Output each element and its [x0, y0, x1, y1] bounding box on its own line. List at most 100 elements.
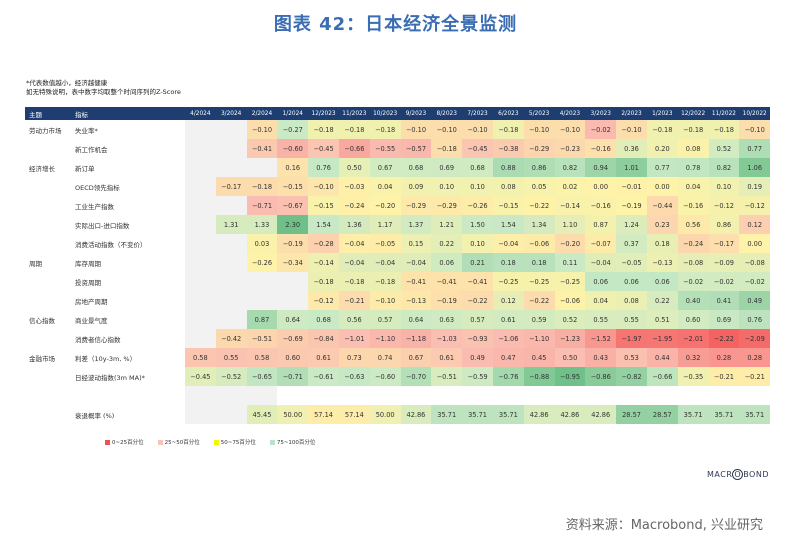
value-cell: 0.61 [308, 348, 339, 367]
blank-cell [524, 386, 555, 405]
value-cell: −0.70 [400, 367, 432, 386]
value-cell: 0.23 [646, 215, 678, 234]
value-cell: 0.04 [585, 291, 617, 310]
value-cell: −0.16 [585, 196, 617, 215]
value-cell: −0.18 [369, 120, 401, 139]
value-cell [277, 291, 309, 310]
value-cell: −0.10 [246, 120, 278, 139]
legend-swatch [105, 439, 110, 445]
value-cell: −0.10 [739, 120, 771, 139]
value-cell: −0.18 [492, 120, 524, 139]
value-cell: −0.10 [554, 120, 586, 139]
value-cell: −0.66 [338, 139, 370, 158]
value-cell [215, 310, 247, 329]
value-cell: 0.04 [677, 177, 709, 196]
value-cell: −0.17 [215, 177, 247, 196]
value-cell: −0.18 [646, 120, 678, 139]
value-cell: 28.57 [616, 405, 647, 424]
value-cell: 0.87 [246, 310, 278, 329]
value-cell: 0.55 [215, 348, 247, 367]
blank-cell [308, 386, 339, 405]
value-cell: −0.51 [246, 329, 278, 348]
value-cell: 0.08 [616, 291, 647, 310]
value-cell: −0.14 [308, 253, 339, 272]
value-cell: −0.42 [215, 329, 247, 348]
value-cell: 0.02 [554, 177, 586, 196]
value-cell: 50.00 [277, 405, 309, 424]
value-cell: −0.06 [523, 234, 555, 253]
value-cell: −0.02 [739, 272, 771, 291]
value-cell: −0.76 [492, 367, 524, 386]
value-cell: 0.08 [677, 139, 709, 158]
chart-title: 图表 42：日本经济全景监测 [273, 14, 518, 35]
value-cell [184, 405, 216, 424]
note-1: *代表数值越小，经济越健康 [26, 79, 108, 87]
value-cell: −1.23 [554, 329, 586, 348]
value-cell: −0.01 [616, 177, 647, 196]
blank-cell [585, 386, 616, 405]
value-cell: −0.02 [585, 120, 617, 139]
blank-cell [678, 386, 709, 405]
value-cell: 42.86 [523, 405, 555, 424]
value-cell: 0.11 [554, 253, 586, 272]
value-cell: 0.53 [616, 348, 647, 367]
header-date: 2/2023 [621, 110, 642, 117]
header-date: 11/2023 [342, 110, 367, 117]
header-date: 3/2023 [590, 110, 611, 117]
value-cell: 0.58 [184, 348, 216, 367]
value-cell: −0.04 [400, 253, 432, 272]
value-cell: −0.25 [523, 272, 555, 291]
value-cell: 1.36 [338, 215, 370, 234]
value-cell: −0.19 [431, 291, 463, 310]
value-cell: 0.64 [400, 310, 432, 329]
value-cell: −0.10 [523, 120, 555, 139]
monitor-table: 主题 指标 4/2024 3/2024 2/2024 1/2024 12/2023 11/20… [25, 107, 771, 424]
value-cell: −0.29 [523, 139, 555, 158]
value-cell: −0.65 [246, 367, 278, 386]
legend-label: 50~75百分位 [220, 440, 256, 446]
value-cell: −1.52 [585, 329, 617, 348]
value-cell: 0.18 [523, 253, 555, 272]
value-cell: 0.12 [492, 291, 524, 310]
value-cell: 0.86 [523, 158, 555, 177]
value-cell: −0.95 [554, 367, 586, 386]
value-cell: −0.45 [462, 139, 493, 158]
value-cell: 1.54 [308, 215, 339, 234]
value-cell: −0.05 [369, 234, 401, 253]
value-cell: −0.51 [431, 367, 463, 386]
value-cell: 0.21 [462, 253, 493, 272]
value-cell: 2.30 [277, 215, 309, 234]
value-cell: −0.18 [369, 272, 401, 291]
value-cell: −0.18 [338, 120, 370, 139]
table-row: 金融市场 利差（10y-3m, %） 0.58 0.55 0.58 0.60 0.61 0.7… [25, 348, 771, 367]
value-cell: −0.10 [369, 291, 401, 310]
value-cell [184, 329, 216, 348]
value-cell: 0.52 [708, 139, 740, 158]
value-cell: 42.86 [400, 405, 432, 424]
value-cell [215, 291, 247, 310]
row-indicator: OECD领先指标 [74, 183, 120, 192]
value-cell: 0.50 [338, 158, 370, 177]
row-indicator: 实际出口-进口指数 [74, 221, 130, 230]
table-row: 信心指数 商业景气度 0.87 0.64 0.68 0.56 0.57 0.64 0.63 0.5… [25, 310, 771, 329]
table-row: OECD领先指标 −0.17 −0.18 −0.15 −0.10 −0.03 0.04 0.0… [25, 177, 771, 196]
value-cell: −0.25 [492, 272, 524, 291]
value-cell [184, 215, 216, 234]
row-indicator: 新工作机会 [74, 145, 108, 154]
header-date: 1/2023 [652, 110, 673, 117]
value-cell: 0.41 [708, 291, 740, 310]
blank-cell [462, 386, 493, 405]
value-cell [184, 234, 216, 253]
notes: *代表数值越小，经济越健康 如无特殊说明，表中数字均取整个时间序列的Z-Scor… [26, 79, 181, 97]
value-cell: −0.10 [616, 120, 647, 139]
value-cell: −0.41 [246, 139, 278, 158]
value-cell: −0.29 [400, 196, 432, 215]
value-cell: −0.88 [523, 367, 555, 386]
legend-item: 0~25百分位 [105, 438, 144, 446]
value-cell: 0.82 [554, 158, 586, 177]
value-cell: −1.01 [338, 329, 370, 348]
value-cell: 0.44 [646, 348, 678, 367]
table-row: 投资周期 −0.18 −0.18 −0.18 −0.41 −0.41 −0.41 −0.25−… [25, 272, 771, 291]
value-cell: −0.71 [246, 196, 278, 215]
note-2: 如无特殊说明，表中数字均取整个时间序列的Z-Score [26, 88, 181, 96]
